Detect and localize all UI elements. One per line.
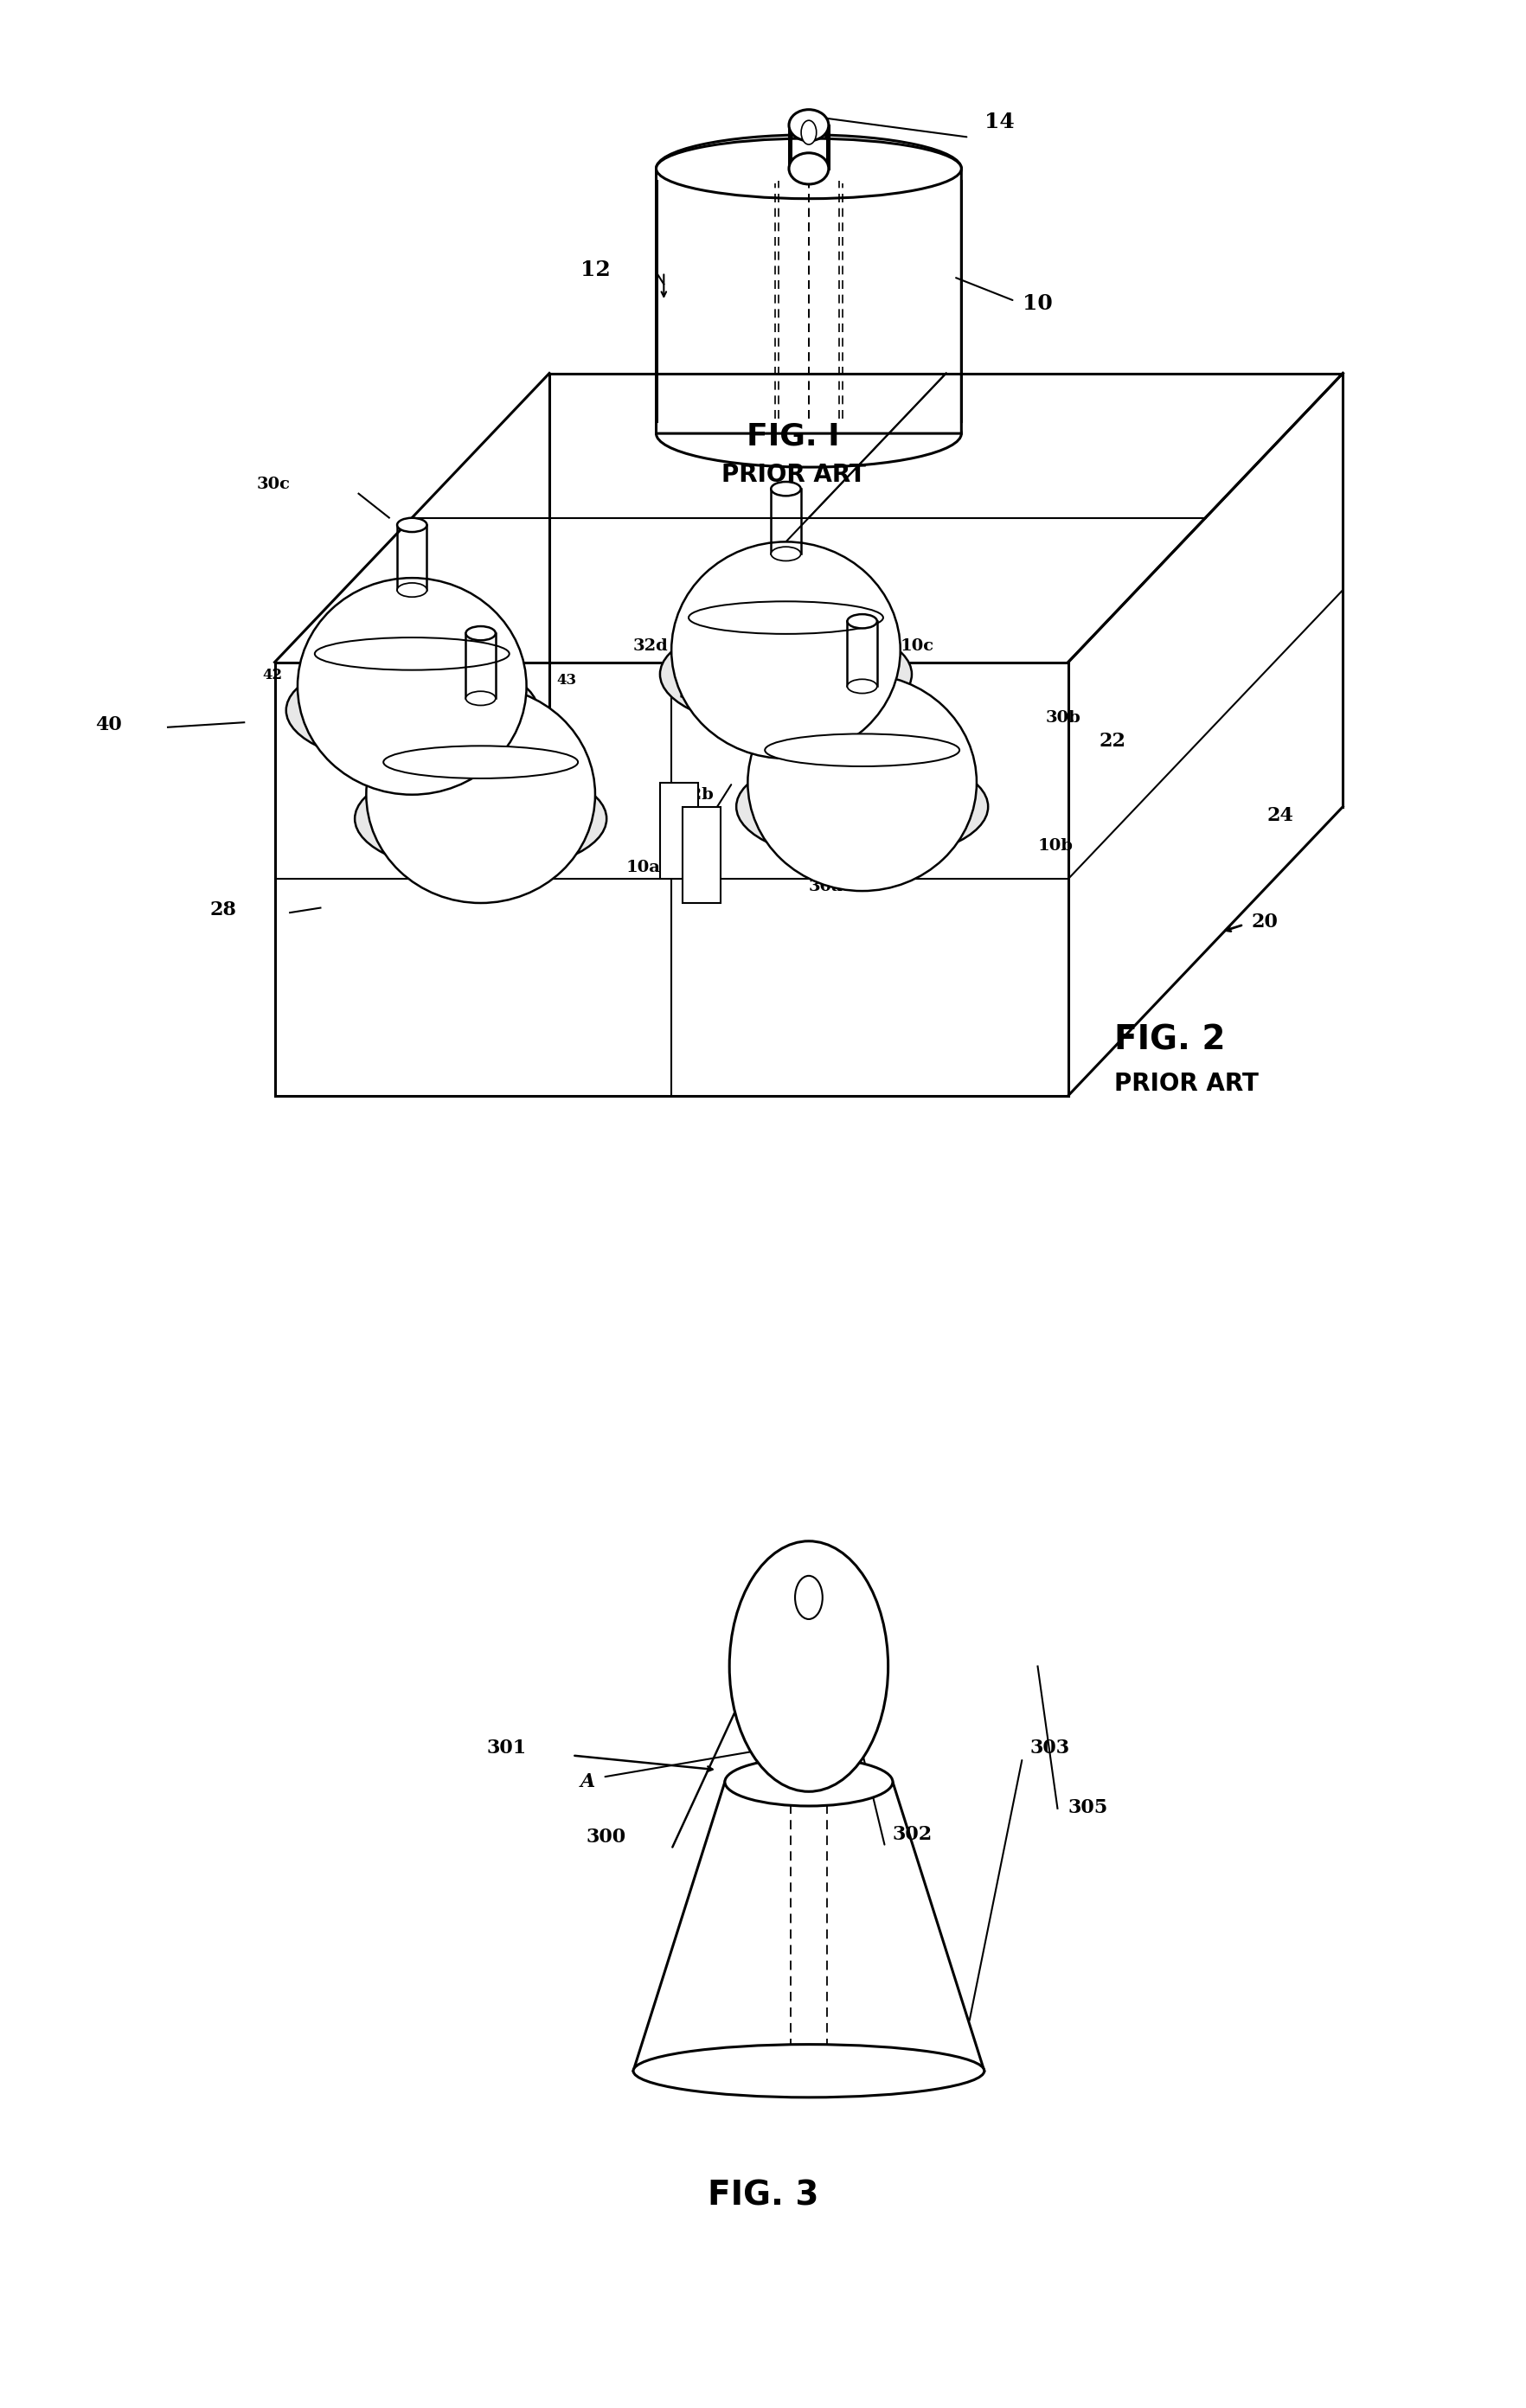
Bar bbox=[682, 807, 720, 903]
Ellipse shape bbox=[688, 602, 884, 633]
Ellipse shape bbox=[847, 614, 877, 628]
Text: 32d: 32d bbox=[633, 638, 668, 653]
Text: FIG. I: FIG. I bbox=[746, 421, 841, 450]
Ellipse shape bbox=[789, 152, 829, 183]
Text: 42: 42 bbox=[262, 667, 282, 681]
Text: 10c: 10c bbox=[900, 638, 934, 653]
Text: 24: 24 bbox=[1267, 807, 1294, 826]
Text: 10: 10 bbox=[1022, 294, 1053, 313]
Ellipse shape bbox=[748, 674, 977, 891]
Text: 28: 28 bbox=[209, 901, 237, 920]
Ellipse shape bbox=[671, 542, 900, 759]
Ellipse shape bbox=[847, 679, 877, 694]
Text: 32a: 32a bbox=[397, 787, 432, 802]
Ellipse shape bbox=[287, 657, 537, 766]
Ellipse shape bbox=[736, 751, 989, 862]
Text: PRIOR ART: PRIOR ART bbox=[722, 462, 865, 486]
Text: 43: 43 bbox=[557, 672, 577, 686]
Text: 14: 14 bbox=[984, 111, 1015, 132]
Text: 305: 305 bbox=[1068, 1799, 1108, 1818]
Ellipse shape bbox=[633, 2044, 984, 2097]
Text: 30c: 30c bbox=[256, 477, 290, 491]
Ellipse shape bbox=[790, 154, 827, 183]
Text: 43: 43 bbox=[778, 643, 798, 657]
Text: FIG. 3: FIG. 3 bbox=[708, 2179, 818, 2213]
Ellipse shape bbox=[659, 621, 913, 727]
Ellipse shape bbox=[765, 734, 960, 766]
Text: 40: 40 bbox=[96, 715, 122, 734]
Ellipse shape bbox=[725, 1758, 893, 1806]
Ellipse shape bbox=[465, 626, 496, 641]
Text: A: A bbox=[580, 1772, 595, 1792]
Ellipse shape bbox=[804, 161, 813, 176]
Ellipse shape bbox=[354, 766, 606, 874]
Ellipse shape bbox=[771, 547, 801, 561]
Text: 10b: 10b bbox=[1038, 838, 1073, 852]
Text: 10a: 10a bbox=[626, 860, 661, 874]
FancyBboxPatch shape bbox=[656, 169, 961, 433]
Ellipse shape bbox=[298, 578, 526, 795]
Ellipse shape bbox=[397, 583, 427, 597]
Ellipse shape bbox=[656, 137, 961, 197]
Text: 302: 302 bbox=[893, 1825, 932, 1845]
Text: 43: 43 bbox=[557, 831, 577, 845]
Text: 20: 20 bbox=[1251, 913, 1279, 932]
Circle shape bbox=[729, 1541, 888, 1792]
Circle shape bbox=[795, 1575, 823, 1618]
Text: 43: 43 bbox=[916, 807, 935, 821]
Text: 30b: 30b bbox=[1045, 710, 1080, 725]
Text: 12: 12 bbox=[580, 260, 610, 279]
Ellipse shape bbox=[397, 518, 427, 532]
Circle shape bbox=[801, 120, 816, 144]
Ellipse shape bbox=[314, 638, 510, 669]
Text: 300: 300 bbox=[586, 1828, 626, 1847]
Text: 30a: 30a bbox=[809, 879, 844, 893]
Ellipse shape bbox=[465, 691, 496, 706]
Text: PRIOR ART: PRIOR ART bbox=[1114, 1072, 1259, 1096]
Bar bbox=[659, 783, 699, 879]
Text: 42: 42 bbox=[369, 778, 389, 792]
Text: 303: 303 bbox=[1030, 1739, 1070, 1758]
Ellipse shape bbox=[383, 746, 578, 778]
Text: 10d: 10d bbox=[336, 706, 371, 720]
Ellipse shape bbox=[771, 482, 801, 496]
Text: 32c: 32c bbox=[679, 686, 713, 701]
Text: 22: 22 bbox=[1099, 732, 1126, 751]
Text: FIG. 2: FIG. 2 bbox=[1114, 1023, 1225, 1057]
Ellipse shape bbox=[789, 108, 829, 140]
Text: 301: 301 bbox=[487, 1739, 526, 1758]
Text: 32b: 32b bbox=[679, 787, 714, 802]
Ellipse shape bbox=[366, 686, 595, 903]
